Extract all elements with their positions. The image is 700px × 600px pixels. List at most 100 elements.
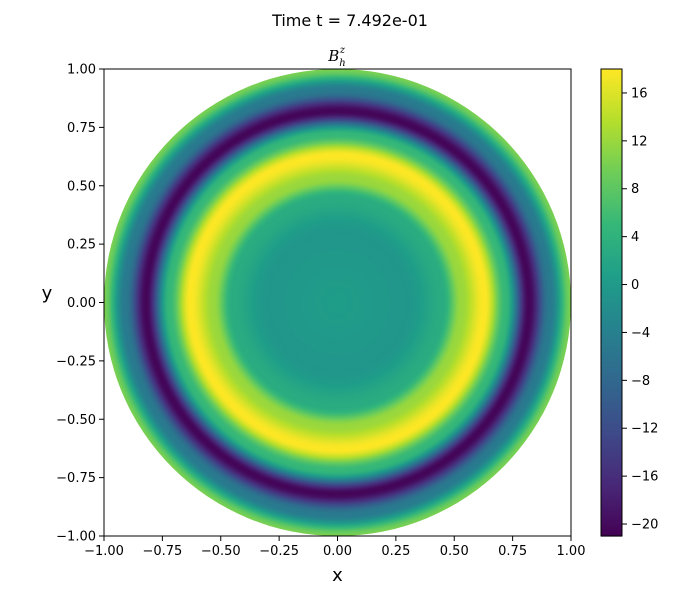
colorbar-segment [601,402,622,406]
colorbar-segment [601,157,622,161]
colorbar-segment [601,253,622,257]
colorbar-segment [601,272,622,276]
colorbar-gradient [601,69,622,537]
colorbar-segment [601,442,622,446]
colorbar-segment [601,265,622,269]
colorbar-segment [601,274,622,278]
colorbar-segment [601,454,622,458]
colorbar-segment [601,155,622,159]
plot-title-sup: z [339,45,346,56]
colorbar-segment [601,188,622,192]
colorbar-segment [601,283,622,287]
colorbar-segment [601,407,622,411]
colorbar-tick-label: 0 [631,278,639,293]
colorbar-tick-label: −12 [631,422,658,437]
colorbar-segment [601,73,622,77]
field-disk [104,69,571,536]
colorbar-segment [601,69,622,72]
colorbar-segment [601,349,622,353]
colorbar-segment [601,297,622,301]
colorbar-segment [601,388,622,392]
colorbar-segment [601,304,622,308]
colorbar-segment [601,486,622,490]
colorbar-segment [601,393,622,397]
colorbar-segment [601,456,622,460]
colorbar-segment [601,181,622,185]
colorbar-segment [601,150,622,154]
colorbar-segment [601,435,622,439]
colorbar-segment [601,295,622,299]
colorbar-segment [601,489,622,493]
colorbar-segment [601,323,622,327]
colorbar-segment [601,120,622,124]
colorbar-segment [601,260,622,264]
colorbar-segment [601,241,622,245]
colorbar-segment [601,174,622,178]
colorbar-frame [600,68,623,537]
colorbar-segment [601,134,622,138]
colorbar-segment [601,311,622,315]
colorbar-segment [601,78,622,82]
colorbar-segment [601,167,622,171]
colorbar-segment [601,269,622,273]
colorbar-tick-label: −8 [631,374,650,389]
colorbar-segment [601,414,622,418]
colorbar-segment [601,421,622,425]
colorbar-segment [601,458,622,462]
colorbar-segment [601,293,622,297]
plot-title-sub: h [339,58,345,69]
colorbar-segment [601,318,622,322]
colorbar-tick-label: −4 [631,326,650,341]
colorbar-tick-label: 16 [631,86,648,101]
colorbar-segment [601,325,622,329]
colorbar-segment [601,307,622,311]
colorbar-segment [601,482,622,486]
y-tick-label: 0.50 [67,179,96,194]
colorbar-segment [601,267,622,271]
colorbar-segment [601,108,622,112]
colorbar-segment [601,426,622,430]
colorbar-segment [601,468,622,472]
colorbar-segment [601,491,622,495]
colorbar-segment [601,129,622,133]
colorbar-segment [601,139,622,142]
colorbar-segment [601,178,622,182]
colorbar-segment [601,220,622,224]
colorbar-segment [601,531,622,535]
colorbar-segment [601,101,622,105]
x-tick-label: −1.00 [84,544,124,559]
colorbar-segment [601,330,622,334]
colorbar-segment [601,395,622,399]
x-tick-label: 0.25 [381,544,410,559]
y-tick-label: −0.25 [56,354,96,369]
colorbar: −20 −16 −12 −8 −4 0 4 8 12 16 [600,68,658,537]
colorbar-segment [601,225,622,229]
colorbar-segment [601,400,622,404]
x-axis-label: x [332,565,343,586]
colorbar-segment [601,423,622,427]
y-axis-label: y [42,283,53,304]
colorbar-segment [601,314,622,318]
x-axis-ticks: −1.00 −0.75 −0.50 −0.25 0.00 0.25 0.50 0.75 1.00 [84,536,585,559]
colorbar-segment [601,505,622,509]
colorbar-segment [601,365,622,369]
colorbar-segment [601,255,622,259]
colorbar-segment [601,132,622,135]
colorbar-segment [601,199,622,203]
y-tick-label: 0.25 [67,238,96,253]
colorbar-segment [601,171,622,175]
colorbar-segment [601,449,622,453]
colorbar-segment [601,500,622,504]
colorbar-segment [601,451,622,455]
colorbar-segment [601,391,622,395]
colorbar-segment [601,461,622,465]
colorbar-segment [601,493,622,497]
colorbar-segment [601,339,622,343]
colorbar-segment [601,337,622,341]
x-tick-label: −0.25 [259,544,299,559]
colorbar-segment [601,477,622,481]
colorbar-segment [601,437,622,441]
colorbar-segment [601,510,622,514]
colorbar-segment [601,248,622,252]
colorbar-segment [601,503,622,507]
